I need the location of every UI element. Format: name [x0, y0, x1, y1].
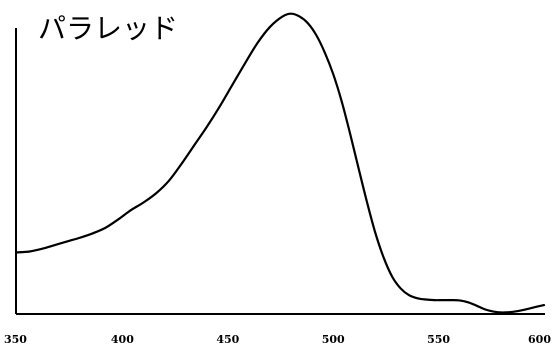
x-tick-label: 600 — [528, 333, 551, 346]
axes — [15, 28, 545, 315]
series-line — [15, 12, 546, 314]
x-tick-label: 500 — [322, 333, 345, 346]
x-tick-label: 400 — [111, 333, 134, 346]
x-tick-label: 550 — [427, 333, 450, 346]
x-tick-label: 350 — [4, 333, 27, 346]
x-tick-label: 450 — [216, 333, 239, 346]
series-layer — [15, 12, 546, 314]
x-tick-labels: 350 400 450 500 550 600 — [4, 333, 551, 346]
chart-title: パラレッド — [38, 12, 178, 45]
